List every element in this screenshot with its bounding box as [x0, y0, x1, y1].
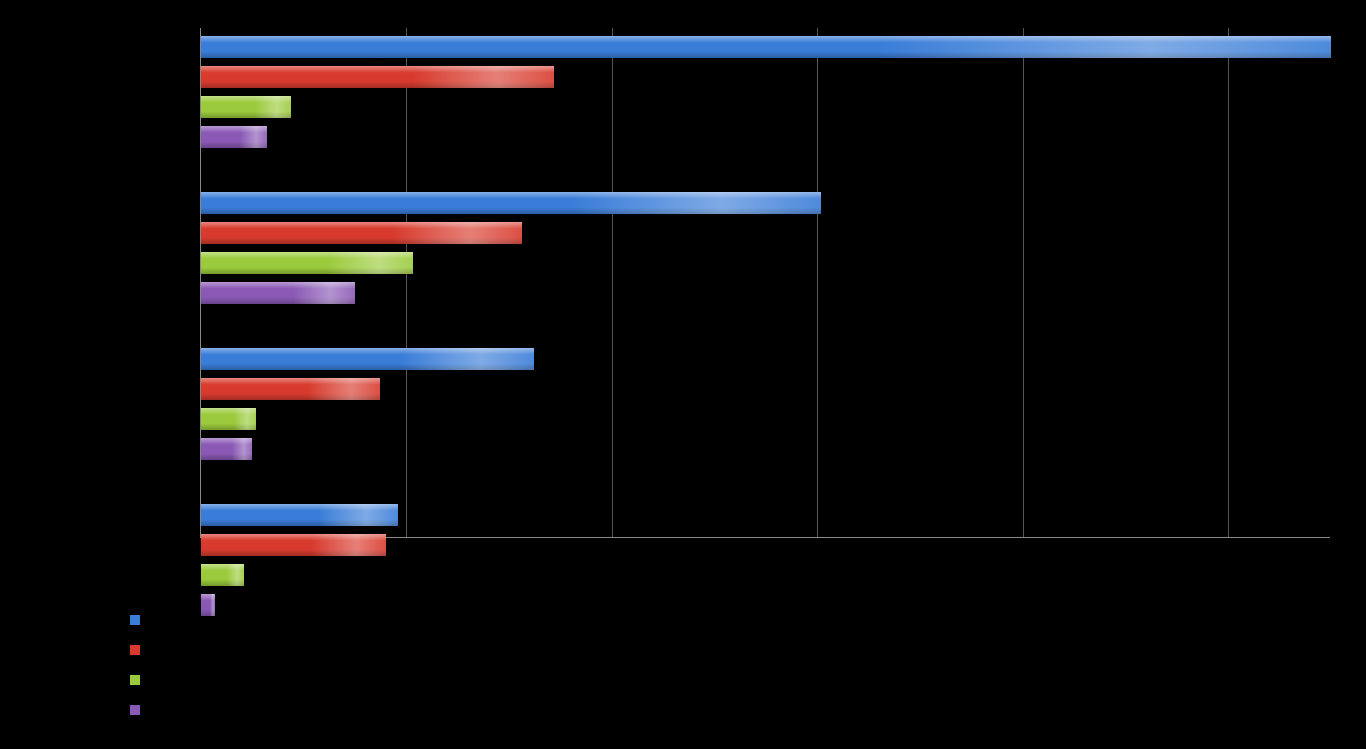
bar — [201, 438, 252, 460]
plot-area — [200, 28, 1330, 538]
legend-swatch — [130, 675, 140, 685]
legend-item — [130, 665, 154, 695]
bar — [201, 252, 413, 274]
gridline — [406, 28, 407, 537]
bar — [201, 504, 398, 526]
legend — [130, 605, 154, 725]
bar — [201, 192, 821, 214]
gridline — [1023, 28, 1024, 537]
gridline — [817, 28, 818, 537]
chart-plot-area — [200, 28, 1330, 538]
bar — [201, 126, 267, 148]
gridline — [612, 28, 613, 537]
bar — [201, 564, 244, 586]
bar — [201, 66, 554, 88]
bar — [201, 282, 355, 304]
bar — [201, 348, 534, 370]
bar — [201, 534, 386, 556]
gridline — [1228, 28, 1229, 537]
bar — [201, 36, 1331, 58]
bar — [201, 378, 380, 400]
legend-item — [130, 605, 154, 635]
bar — [201, 222, 522, 244]
bar — [201, 594, 215, 616]
bar — [201, 96, 291, 118]
legend-swatch — [130, 645, 140, 655]
legend-swatch — [130, 615, 140, 625]
legend-item — [130, 695, 154, 725]
legend-swatch — [130, 705, 140, 715]
bar — [201, 408, 256, 430]
legend-item — [130, 635, 154, 665]
